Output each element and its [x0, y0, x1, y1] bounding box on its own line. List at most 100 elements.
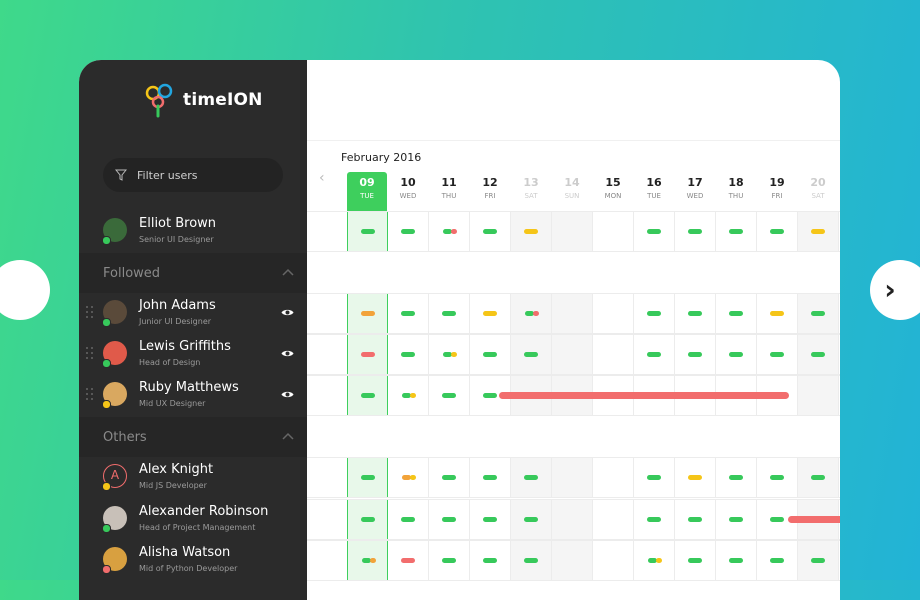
time-entry-bar[interactable]	[647, 475, 661, 480]
day-header[interactable]: 12 FRI	[470, 172, 510, 212]
time-entry-bar[interactable]	[770, 229, 784, 234]
calendar-cell[interactable]	[429, 294, 470, 333]
calendar-cell[interactable]	[593, 541, 634, 580]
calendar-cell[interactable]	[429, 500, 470, 539]
calendar-cell[interactable]	[429, 335, 470, 374]
time-entry-bar[interactable]	[524, 517, 538, 522]
time-entry-bar[interactable]	[483, 475, 497, 480]
time-entry-bar[interactable]	[688, 311, 702, 316]
drag-handle-icon[interactable]	[86, 306, 94, 318]
calendar-cell[interactable]	[511, 294, 552, 333]
calendar-cell[interactable]	[470, 335, 511, 374]
time-entry-bar[interactable]	[688, 352, 702, 357]
time-entry-bar[interactable]	[688, 517, 702, 522]
calendar-cell[interactable]	[798, 376, 839, 415]
time-entry-bar[interactable]	[361, 311, 375, 316]
calendar-cell[interactable]	[511, 335, 552, 374]
time-entry-bar[interactable]	[401, 558, 415, 563]
calendar-cell[interactable]	[675, 294, 716, 333]
calendar-cell[interactable]	[675, 541, 716, 580]
time-entry-bar[interactable]	[443, 352, 452, 357]
time-entry-bar[interactable]	[410, 393, 416, 398]
time-entry-bar[interactable]	[362, 558, 371, 563]
calendar-cell[interactable]	[798, 212, 839, 251]
time-entry-bar[interactable]	[442, 517, 456, 522]
calendar-cell[interactable]	[552, 335, 593, 374]
calendar-cell[interactable]	[347, 500, 388, 539]
next-slide-button[interactable]: ›	[870, 260, 920, 320]
eye-icon[interactable]	[281, 308, 294, 317]
calendar-cell[interactable]	[552, 458, 593, 497]
eye-icon[interactable]	[281, 390, 294, 399]
calendar-cell[interactable]	[634, 458, 675, 497]
calendar-cell[interactable]	[716, 335, 757, 374]
time-entry-bar[interactable]	[401, 229, 415, 234]
time-entry-bar[interactable]	[647, 311, 661, 316]
calendar-cell[interactable]	[388, 335, 429, 374]
time-entry-bar[interactable]	[770, 311, 784, 316]
calendar-cell[interactable]	[388, 500, 429, 539]
time-entry-bar[interactable]	[688, 558, 702, 563]
time-entry-bar[interactable]	[770, 517, 784, 522]
followed-user[interactable]: Ruby Matthews Mid UX Designer	[79, 376, 307, 417]
time-entry-bar[interactable]	[483, 311, 497, 316]
calendar-cell[interactable]	[593, 458, 634, 497]
time-entry-bar[interactable]	[361, 517, 375, 522]
time-entry-bar[interactable]	[729, 475, 743, 480]
time-entry-bar[interactable]	[524, 558, 538, 563]
calendar-cell[interactable]	[552, 500, 593, 539]
calendar-cell[interactable]	[798, 541, 839, 580]
calendar-cell[interactable]	[511, 541, 552, 580]
time-entry-bar[interactable]	[442, 558, 456, 563]
calendar-cell[interactable]	[470, 500, 511, 539]
current-user[interactable]: Elliot Brown Senior UI Designer	[79, 212, 307, 253]
time-entry-bar[interactable]	[361, 475, 375, 480]
time-entry-bar[interactable]	[410, 475, 416, 480]
calendar-cell[interactable]	[593, 500, 634, 539]
day-header[interactable]: 18 THU	[716, 172, 756, 212]
day-header[interactable]: 14 SUN	[552, 172, 592, 212]
time-entry-bar[interactable]	[361, 352, 375, 357]
time-entry-bar[interactable]	[483, 517, 497, 522]
day-header[interactable]: 09 TUE	[347, 172, 387, 212]
time-entry-bar[interactable]	[770, 558, 784, 563]
day-header[interactable]: 13 SAT	[511, 172, 551, 212]
calendar-cell[interactable]	[716, 458, 757, 497]
time-entry-bar[interactable]	[524, 352, 538, 357]
time-entry-bar[interactable]	[648, 558, 657, 563]
calendar-cell[interactable]	[388, 376, 429, 415]
time-entry-bar[interactable]	[370, 558, 376, 563]
time-entry-bar[interactable]	[770, 475, 784, 480]
time-entry-bar[interactable]	[729, 311, 743, 316]
calendar-cell[interactable]	[757, 541, 798, 580]
time-entry-bar[interactable]	[811, 558, 825, 563]
time-entry-bar[interactable]	[401, 311, 415, 316]
time-entry-bar[interactable]	[729, 558, 743, 563]
time-entry-bar[interactable]	[533, 311, 539, 316]
calendar-cell[interactable]	[634, 294, 675, 333]
calendar-cell[interactable]	[470, 458, 511, 497]
time-entry-bar[interactable]	[811, 352, 825, 357]
calendar-cell[interactable]	[593, 294, 634, 333]
calendar-cell[interactable]	[347, 458, 388, 497]
filter-users-field[interactable]	[103, 158, 283, 192]
eye-icon[interactable]	[281, 349, 294, 358]
time-entry-bar[interactable]	[525, 311, 534, 316]
calendar-cell[interactable]	[798, 458, 839, 497]
day-header[interactable]: 16 TUE	[634, 172, 674, 212]
chevron-left-icon[interactable]: ‹	[319, 170, 325, 186]
drag-handle-icon[interactable]	[86, 347, 94, 359]
other-user[interactable]: Alexander Robinson Head of Project Manag…	[79, 500, 307, 541]
time-entry-bar[interactable]	[442, 475, 456, 480]
calendar-cell[interactable]	[675, 335, 716, 374]
time-entry-bar[interactable]	[402, 393, 411, 398]
time-entry-bar[interactable]	[483, 393, 497, 398]
time-entry-bar[interactable]	[401, 517, 415, 522]
calendar-cell[interactable]	[552, 541, 593, 580]
calendar-cell[interactable]	[716, 541, 757, 580]
time-entry-bar[interactable]	[361, 229, 375, 234]
calendar-cell[interactable]	[347, 294, 388, 333]
calendar-cell[interactable]	[470, 541, 511, 580]
calendar-cell[interactable]	[347, 212, 388, 251]
section-others[interactable]: Others	[79, 417, 307, 457]
